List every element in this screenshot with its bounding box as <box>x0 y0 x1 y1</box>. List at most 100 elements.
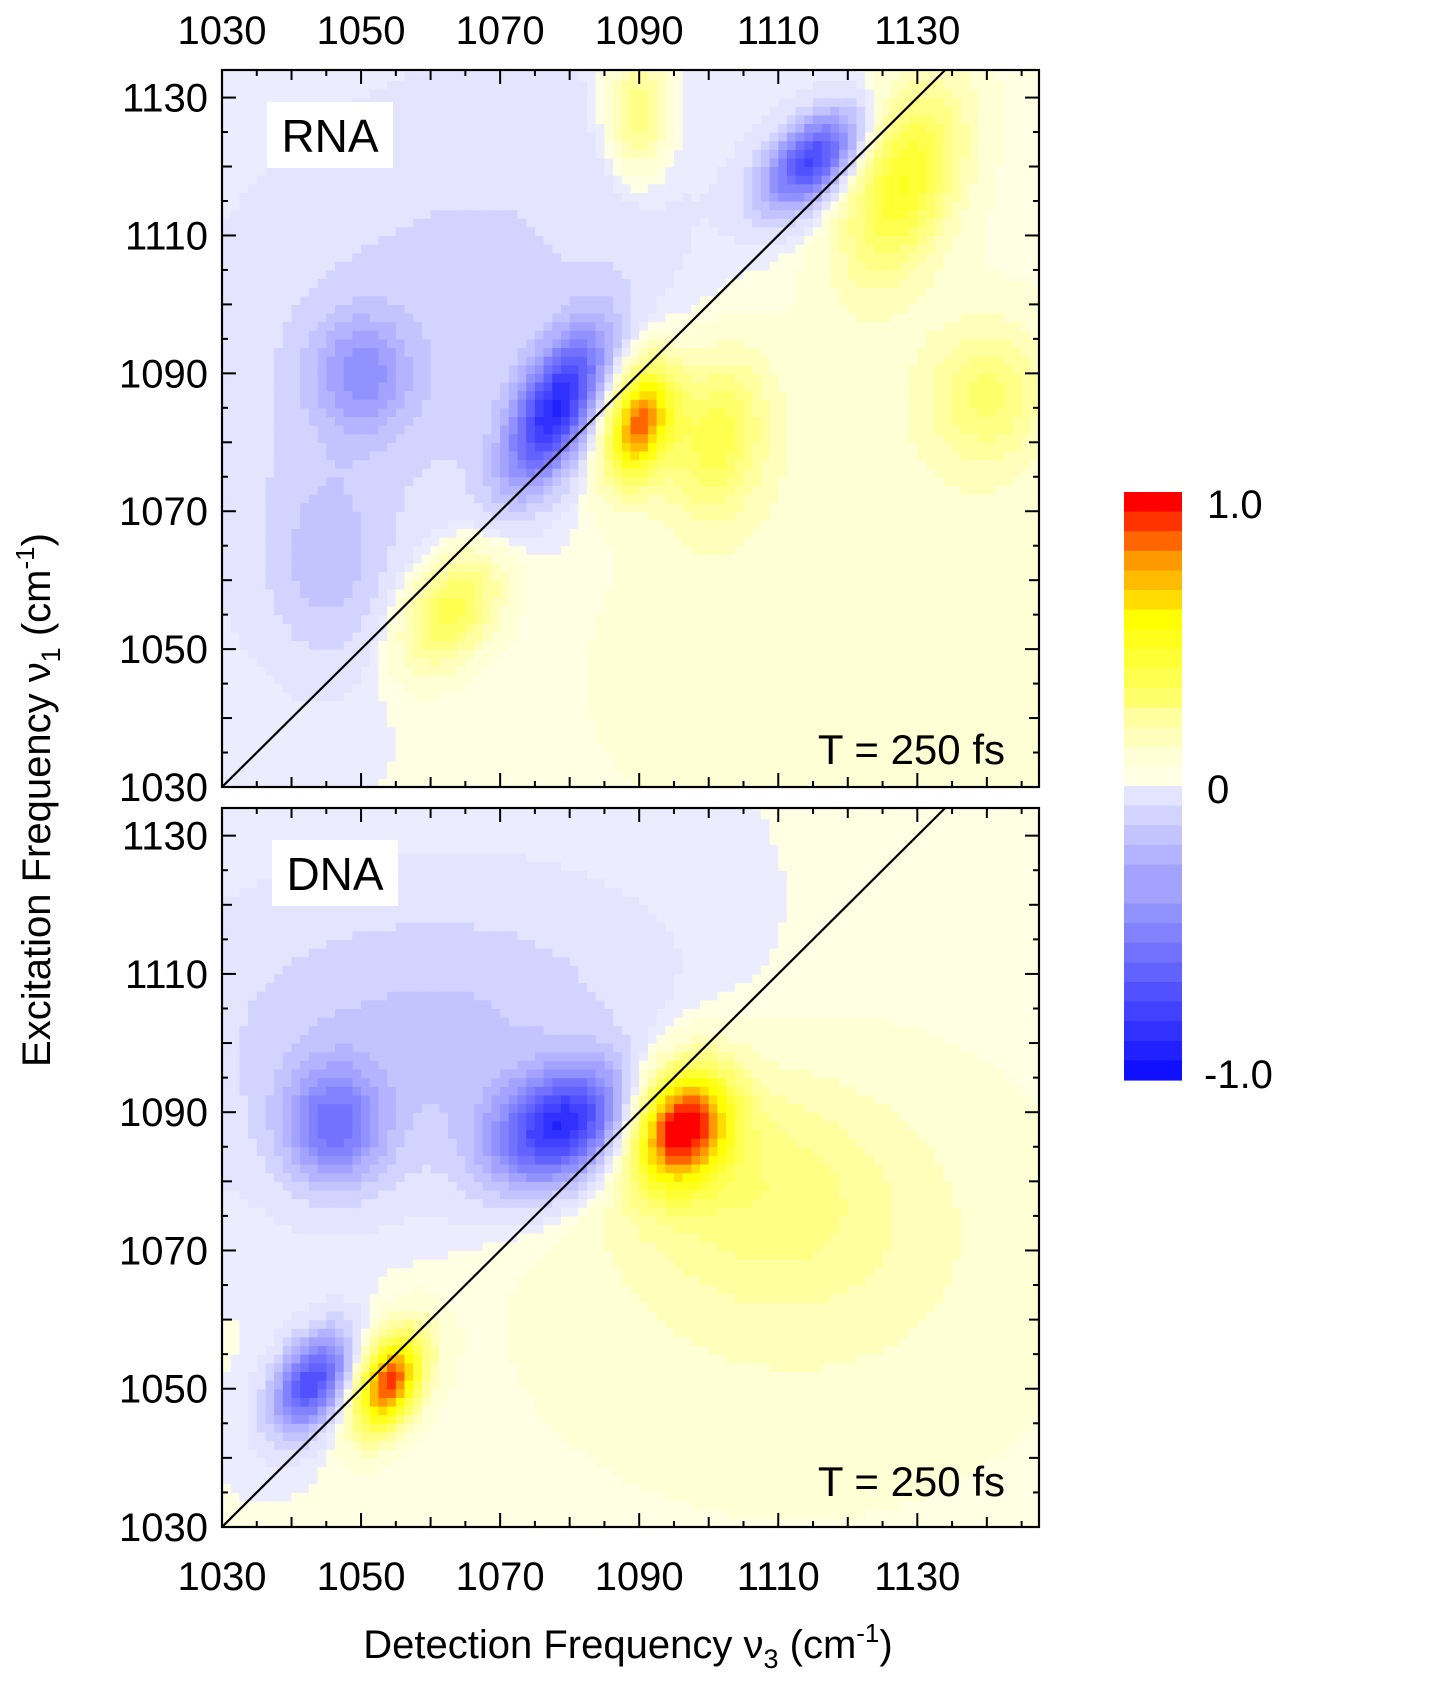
heatmap-cell <box>343 606 353 616</box>
heatmap-cell <box>552 666 562 676</box>
heatmap-cell <box>430 382 440 392</box>
heatmap-cell <box>552 373 562 383</box>
heatmap-cell <box>995 364 1005 374</box>
heatmap-cell <box>665 450 675 461</box>
heatmap-cell <box>856 761 866 771</box>
heatmap-cell <box>239 545 249 555</box>
heatmap-cell <box>804 761 814 771</box>
heatmap-cell <box>517 597 527 607</box>
heatmap-cell <box>404 700 414 710</box>
heatmap-cell <box>960 657 971 667</box>
heatmap-cell <box>786 623 797 633</box>
heatmap-cell <box>700 580 710 590</box>
heatmap-cell <box>943 416 953 426</box>
heatmap-cell <box>439 425 449 435</box>
heatmap-cell <box>300 554 310 564</box>
heatmap-cell <box>743 752 753 762</box>
heatmap-cell <box>821 364 831 374</box>
heatmap-cell <box>899 631 910 642</box>
heatmap-cell <box>300 399 310 409</box>
heatmap-cell <box>943 442 953 452</box>
heatmap-cell <box>891 675 901 685</box>
heatmap-cell <box>508 416 519 426</box>
heatmap-cell <box>795 718 805 728</box>
heatmap-cell <box>378 769 388 779</box>
heatmap-cell <box>804 407 814 417</box>
heatmap-cell <box>674 580 684 590</box>
heatmap-cell <box>534 425 545 435</box>
heatmap-cell <box>369 588 380 598</box>
heatmap-cell <box>934 606 944 616</box>
heatmap-cell <box>526 778 536 788</box>
heatmap-cell <box>543 442 553 452</box>
heatmap-cell <box>882 778 892 788</box>
heatmap-cell <box>926 726 936 736</box>
heatmap-cell <box>647 528 658 538</box>
heatmap-cell <box>795 528 805 538</box>
heatmap-cell <box>908 390 918 400</box>
heatmap-cell <box>908 666 918 676</box>
heatmap-cell <box>282 735 293 745</box>
heatmap-cell <box>760 425 771 435</box>
heatmap-cell <box>517 675 527 685</box>
heatmap-cell <box>578 606 588 616</box>
heatmap-cell <box>769 338 779 349</box>
heatmap-cell <box>978 330 988 340</box>
heatmap-cell <box>804 709 814 719</box>
heatmap-cell <box>543 761 553 771</box>
heatmap-cell <box>665 769 675 779</box>
heatmap-cell <box>248 442 258 452</box>
heatmap-cell <box>734 649 745 659</box>
heatmap-cell <box>222 692 232 702</box>
heatmap-cell <box>352 675 362 685</box>
heatmap-cell <box>387 649 397 659</box>
heatmap-cell <box>491 631 501 642</box>
heatmap-cell <box>239 597 249 607</box>
heatmap-cell <box>248 519 258 529</box>
heatmap-cell <box>308 537 319 547</box>
heatmap-cell <box>534 528 545 538</box>
heatmap-cell <box>300 778 310 788</box>
heatmap-cell <box>665 709 675 719</box>
heatmap-cell <box>1030 407 1040 417</box>
heatmap-cell <box>986 709 997 719</box>
heatmap-cell <box>760 692 771 702</box>
heatmap-cell <box>291 640 301 650</box>
heatmap-cell <box>769 700 779 710</box>
heatmap-cell <box>343 442 353 452</box>
heatmap-cell <box>952 709 962 719</box>
heatmap-cell <box>378 675 388 685</box>
heatmap-cell <box>421 606 432 616</box>
heatmap-cell <box>891 554 901 564</box>
heatmap-cell <box>656 735 666 745</box>
heatmap-cell <box>986 545 997 555</box>
heatmap-cell <box>647 537 658 547</box>
heatmap-cell <box>1004 588 1014 598</box>
heatmap-cell <box>926 433 936 443</box>
heatmap-cell <box>621 683 632 693</box>
heatmap-cell <box>552 580 562 590</box>
heatmap-cell <box>960 519 971 529</box>
heatmap-cell <box>378 580 388 590</box>
heatmap-cell <box>456 476 466 486</box>
heatmap-cell <box>326 545 336 555</box>
heatmap-cell <box>647 769 658 779</box>
heatmap-cell <box>639 778 649 788</box>
heatmap-cell <box>821 485 831 495</box>
heatmap-cell <box>917 347 927 357</box>
heatmap-cell <box>856 692 866 702</box>
heatmap-cell <box>821 580 831 590</box>
heatmap-cell <box>335 537 345 547</box>
heatmap-cell <box>830 537 840 547</box>
heatmap-cell <box>578 537 588 547</box>
heatmap-cell <box>239 494 249 504</box>
heatmap-cell <box>352 519 362 529</box>
heatmap-cell <box>917 588 927 598</box>
heatmap-cell <box>639 373 649 383</box>
heatmap-cell <box>743 700 753 710</box>
heatmap-cell <box>682 494 692 504</box>
heatmap-cell <box>239 416 249 426</box>
heatmap-cell <box>613 356 623 366</box>
heatmap-cell <box>899 743 910 754</box>
heatmap-cell <box>404 778 414 788</box>
